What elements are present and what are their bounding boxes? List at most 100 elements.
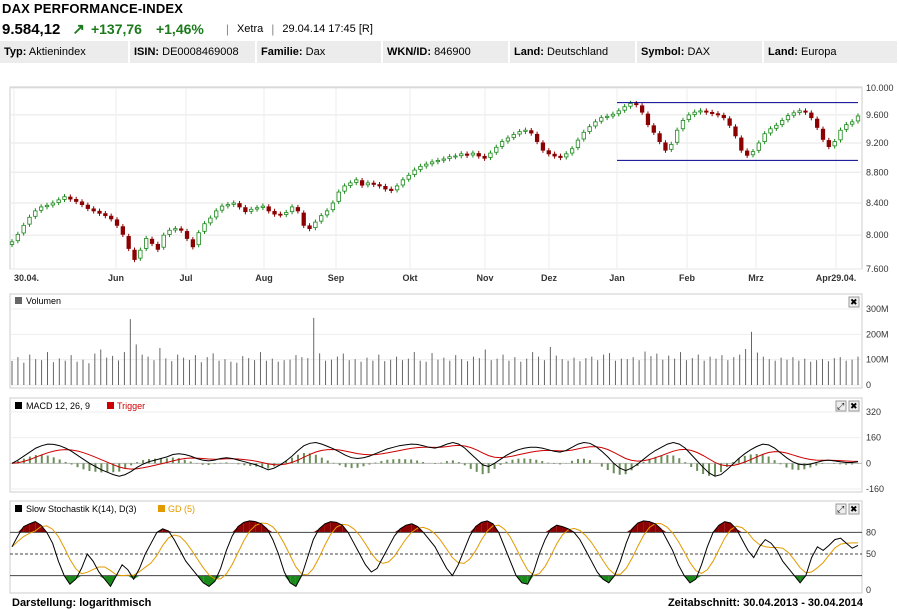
oversold-zone bbox=[521, 575, 528, 585]
price-tick-label: 7.600 bbox=[866, 264, 889, 274]
candle-body bbox=[470, 152, 476, 156]
candle-body bbox=[441, 158, 446, 161]
candle-body bbox=[709, 111, 715, 114]
candle-body bbox=[418, 165, 423, 170]
candle-body bbox=[739, 137, 744, 151]
stoch-close-button[interactable]: ✖ bbox=[848, 503, 860, 515]
info-country: Land: Deutschland bbox=[510, 41, 637, 63]
candle-body bbox=[715, 113, 721, 116]
volume-grid bbox=[10, 308, 862, 386]
candle-body bbox=[680, 120, 686, 130]
overbought-zone bbox=[406, 523, 412, 533]
candle-body bbox=[604, 115, 610, 118]
stoch-y-axis: 80 50 0 bbox=[866, 527, 876, 595]
candle-body bbox=[628, 102, 633, 107]
candle-body bbox=[424, 163, 429, 167]
candle-body bbox=[657, 133, 662, 142]
overbought-zone bbox=[261, 523, 267, 533]
stoch-panel-frame bbox=[9, 500, 863, 594]
candle-body bbox=[844, 124, 849, 130]
candle-body bbox=[208, 217, 213, 224]
overbought-zone bbox=[550, 525, 557, 533]
close-icon: ✖ bbox=[850, 504, 858, 514]
change-absolute: +137,76 bbox=[90, 21, 142, 37]
candle-body bbox=[196, 232, 201, 246]
candle-body bbox=[243, 207, 248, 213]
expand-icon: ⤢ bbox=[836, 401, 844, 411]
trigger-label: Trigger bbox=[117, 401, 145, 411]
candle-body bbox=[820, 128, 826, 140]
candle-body bbox=[68, 196, 73, 200]
candle-body bbox=[838, 129, 843, 141]
overbought-zone bbox=[255, 521, 262, 533]
stoch-grid bbox=[10, 531, 862, 577]
price-tick-label: 8.800 bbox=[866, 167, 889, 177]
info-symbol: Symbol: DAX bbox=[637, 41, 764, 63]
gd-line bbox=[11, 522, 858, 580]
volume-tick-label: 300M bbox=[866, 304, 889, 314]
candle-body bbox=[138, 249, 143, 259]
candle-body bbox=[56, 199, 61, 203]
price-x-axis: 30.04. Jun Jul Aug Sep Okt Nov Dez Jan Feb Mrz Apr2… bbox=[14, 273, 856, 283]
candle-body bbox=[278, 213, 283, 216]
macd-expand-button[interactable]: ⤢ bbox=[835, 400, 847, 412]
candle-body bbox=[27, 216, 32, 225]
price-x-tick-label: Jan bbox=[609, 273, 625, 283]
candle-body bbox=[453, 155, 458, 158]
candle-body bbox=[155, 243, 161, 250]
exchange-name: Xetra bbox=[236, 23, 264, 35]
candle-body bbox=[523, 129, 528, 132]
price-x-tick-label: Mrz bbox=[748, 273, 764, 283]
candle-body bbox=[371, 182, 376, 185]
candle-body bbox=[669, 144, 674, 150]
candle-body bbox=[494, 146, 499, 153]
oversold-zone bbox=[203, 575, 210, 587]
candle-body bbox=[167, 229, 172, 235]
candle-body bbox=[301, 212, 306, 226]
macd-close-button[interactable]: ✖ bbox=[848, 400, 860, 412]
candle-body bbox=[459, 153, 464, 157]
price-x-tick-label: Dez bbox=[541, 273, 558, 283]
candle-body bbox=[464, 153, 470, 156]
overbought-zone bbox=[243, 520, 250, 533]
candle-body bbox=[616, 110, 621, 115]
overbought-zone bbox=[632, 523, 638, 533]
stoch-lines bbox=[11, 520, 859, 588]
candle-body bbox=[394, 185, 400, 191]
candle-body bbox=[15, 233, 20, 242]
volume-legend-swatch bbox=[15, 297, 22, 304]
candle-body bbox=[33, 210, 38, 217]
price-x-tick-label: 30.04. bbox=[14, 273, 39, 283]
candle-body bbox=[599, 117, 604, 122]
candle-body bbox=[499, 141, 505, 147]
candle-body bbox=[482, 155, 487, 159]
gd-label: GD (5) bbox=[168, 504, 195, 514]
candle-body bbox=[313, 221, 318, 229]
stoch-expand-button[interactable]: ⤢ bbox=[835, 503, 847, 515]
oversold-zone bbox=[98, 575, 105, 580]
candle-body bbox=[721, 114, 726, 119]
candle-body bbox=[231, 202, 236, 205]
candle-body bbox=[855, 115, 861, 122]
price-tick-label: 10.000 bbox=[866, 83, 894, 93]
candle-body bbox=[260, 205, 266, 208]
volume-close-button[interactable]: ✖ bbox=[848, 296, 860, 308]
candle-body bbox=[651, 125, 656, 133]
candle-body bbox=[412, 169, 417, 175]
overbought-zone bbox=[319, 523, 325, 533]
overbought-zone bbox=[637, 520, 644, 533]
oversold-zone bbox=[284, 575, 291, 583]
price-x-tick-label: Apr29.04. bbox=[816, 273, 857, 283]
stoch-k-line bbox=[11, 520, 859, 588]
price-tick-label: 9.200 bbox=[866, 138, 889, 148]
stoch-label: Slow Stochastik K(14), D(3) bbox=[26, 504, 137, 514]
stoch-tick-label: 50 bbox=[866, 549, 876, 559]
candle-body bbox=[44, 204, 50, 208]
overbought-zone bbox=[469, 526, 476, 533]
candle-body bbox=[120, 226, 125, 235]
candle-body bbox=[692, 111, 697, 115]
volume-y-axis: 300M 200M 100M 0 bbox=[866, 304, 889, 390]
candle-body bbox=[826, 140, 831, 147]
oversold-zone bbox=[104, 575, 111, 587]
